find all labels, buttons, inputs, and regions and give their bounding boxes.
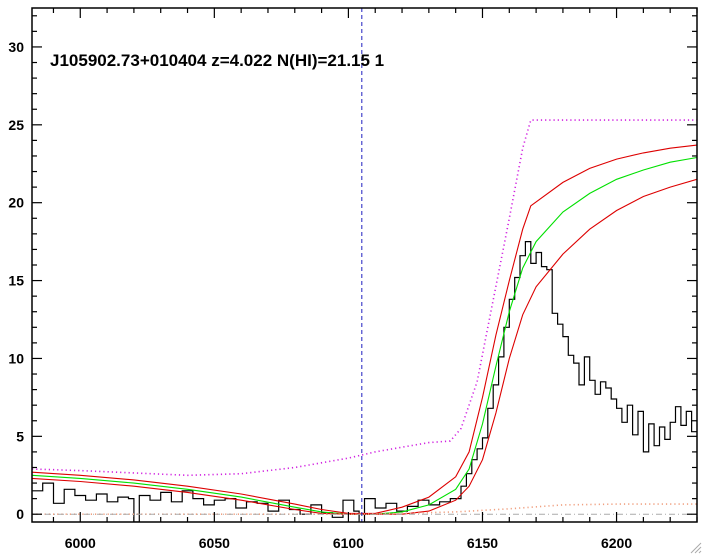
x-tick-label: 6200 <box>601 535 632 551</box>
y-tick-label: 30 <box>8 39 24 55</box>
chart-title: J105902.73+010404 z=4.022 N(HI)=21.15 1 <box>50 51 384 70</box>
series-model-lower-line <box>32 178 697 515</box>
resize-grip-icon[interactable] <box>690 542 702 554</box>
series-model-line <box>32 156 697 515</box>
y-tick-label: 20 <box>8 195 24 211</box>
x-tick-label: 6100 <box>333 535 364 551</box>
y-tick-label: 15 <box>8 273 24 289</box>
reference-lines <box>32 8 697 522</box>
x-tick-label: 6000 <box>65 535 96 551</box>
y-tick-label: 10 <box>8 350 24 366</box>
series-error-line <box>32 503 697 515</box>
series-error-upper-line <box>32 119 697 477</box>
y-tick-label: 0 <box>16 506 24 522</box>
y-tick-label: 5 <box>16 428 24 444</box>
x-tick-label: 6150 <box>467 535 498 551</box>
series-layer <box>32 119 697 522</box>
series-model-upper-line <box>32 144 697 514</box>
axis-ticks: 6000 6050 6100 6150 6200 0 5 10 15 20 25 30 <box>8 8 698 551</box>
y-tick-label: 25 <box>8 117 24 133</box>
x-tick-label: 6050 <box>199 535 230 551</box>
series-flux-line <box>32 241 697 522</box>
